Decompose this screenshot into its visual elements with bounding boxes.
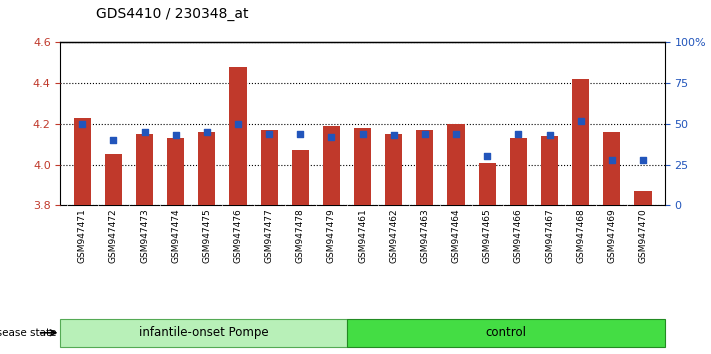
Bar: [603, 132, 621, 205]
Bar: [323, 126, 340, 205]
Point: [107, 137, 119, 143]
Text: GSM947465: GSM947465: [483, 209, 492, 263]
Point: [481, 154, 493, 159]
Bar: [510, 138, 527, 205]
Bar: [198, 132, 215, 205]
Text: disease state: disease state: [0, 328, 57, 338]
Bar: [572, 79, 589, 205]
Text: GSM947467: GSM947467: [545, 209, 554, 263]
Point: [201, 129, 213, 135]
Bar: [417, 130, 434, 205]
Point: [606, 157, 618, 162]
Text: GSM947476: GSM947476: [233, 209, 242, 263]
Bar: [230, 67, 247, 205]
Text: GSM947478: GSM947478: [296, 209, 305, 263]
Text: GSM947468: GSM947468: [576, 209, 585, 263]
Text: GSM947466: GSM947466: [514, 209, 523, 263]
Point: [77, 121, 88, 127]
Text: GSM947463: GSM947463: [420, 209, 429, 263]
Point: [388, 132, 400, 138]
FancyBboxPatch shape: [347, 319, 665, 347]
Text: GSM947479: GSM947479: [327, 209, 336, 263]
Point: [357, 131, 368, 137]
Text: infantile-onset Pompe: infantile-onset Pompe: [139, 326, 269, 339]
Text: GSM947472: GSM947472: [109, 209, 118, 263]
Point: [575, 118, 587, 124]
Bar: [385, 134, 402, 205]
Text: GDS4410 / 230348_at: GDS4410 / 230348_at: [96, 7, 248, 21]
Bar: [292, 150, 309, 205]
Text: GSM947471: GSM947471: [77, 209, 87, 263]
Text: GSM947469: GSM947469: [607, 209, 616, 263]
Bar: [354, 128, 371, 205]
Text: GSM947470: GSM947470: [638, 209, 648, 263]
Bar: [541, 136, 558, 205]
Point: [419, 131, 431, 137]
Point: [170, 132, 181, 138]
Text: GSM947477: GSM947477: [264, 209, 274, 263]
Bar: [167, 138, 184, 205]
Bar: [136, 134, 153, 205]
FancyBboxPatch shape: [60, 319, 347, 347]
Point: [637, 157, 648, 162]
Bar: [261, 130, 278, 205]
Text: control: control: [486, 326, 526, 339]
Point: [232, 121, 244, 127]
Text: GSM947462: GSM947462: [389, 209, 398, 263]
Point: [450, 131, 461, 137]
Point: [544, 132, 555, 138]
Bar: [74, 118, 91, 205]
Bar: [479, 162, 496, 205]
Point: [139, 129, 150, 135]
Point: [264, 131, 275, 137]
Text: GSM947474: GSM947474: [171, 209, 180, 263]
Point: [513, 131, 524, 137]
Bar: [105, 154, 122, 205]
Text: GSM947461: GSM947461: [358, 209, 367, 263]
Bar: [634, 191, 651, 205]
Point: [326, 134, 337, 140]
Point: [294, 131, 306, 137]
Text: GSM947475: GSM947475: [203, 209, 211, 263]
Text: GSM947473: GSM947473: [140, 209, 149, 263]
Text: GSM947464: GSM947464: [451, 209, 461, 263]
Bar: [447, 124, 464, 205]
